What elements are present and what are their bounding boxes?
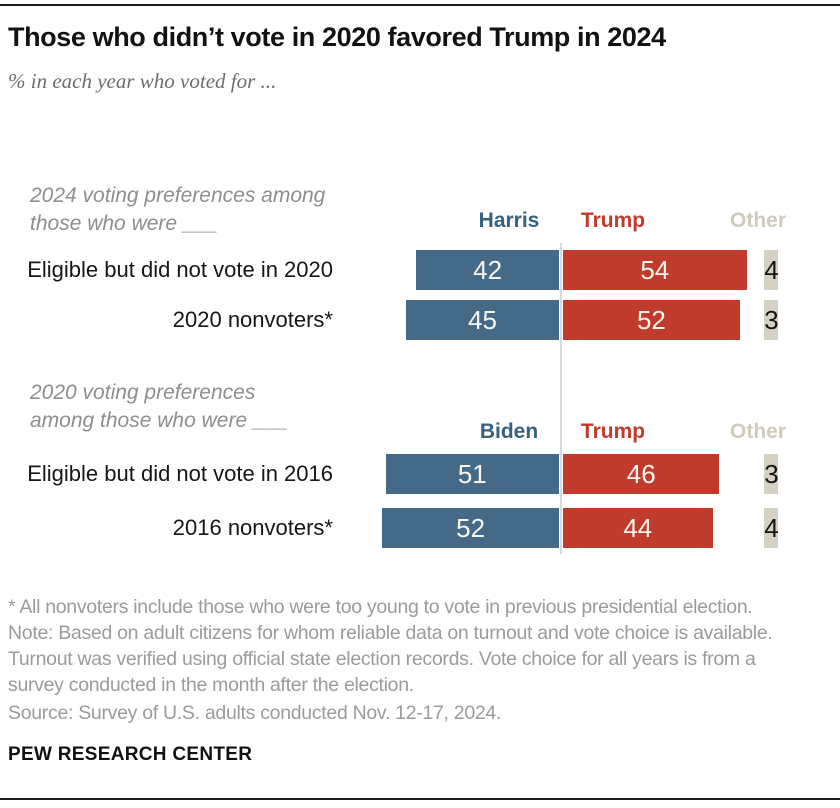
- other-chip: [764, 454, 778, 495]
- other-number: 4: [764, 513, 779, 544]
- chart-2020-header: 2020 voting preferences among those who …: [8, 379, 832, 454]
- bar-row-2020-nonvoters: 2020 nonvoters* 45 52 3: [8, 300, 832, 341]
- section-label-2024: 2024 voting preferences among those who …: [30, 184, 326, 236]
- biden-bar: 51: [385, 454, 559, 495]
- center-axis-line: [560, 243, 562, 555]
- footnote-line: Note: Based on adult citizens for whom r…: [8, 622, 773, 645]
- column-header-other-2020: Other: [729, 420, 787, 444]
- source-line: Source: Survey of U.S. adults conducted …: [8, 702, 502, 725]
- other-chip: [764, 300, 778, 341]
- column-headers-2020: Biden Trump Other: [358, 379, 832, 454]
- section-label-2020: 2020 voting preferences among those who …: [30, 381, 288, 433]
- plot-area: 52 44 4: [358, 508, 832, 549]
- trump-bar: 54: [563, 250, 747, 291]
- other-number: 4: [764, 255, 779, 286]
- plot-area: 51 46 3: [358, 454, 832, 495]
- column-header-harris: Harris: [478, 209, 540, 233]
- footnote-line: Turnout was verified using official stat…: [8, 648, 756, 671]
- bar-row-2016-nonvoters: 2016 nonvoters* 52 44 4: [8, 508, 832, 549]
- plot-area: 42 54 4: [358, 250, 832, 291]
- top-rule: [0, 4, 840, 6]
- other-value: 4: [757, 508, 786, 549]
- other-chip: [764, 250, 778, 291]
- column-header-other-2024: Other: [729, 209, 787, 233]
- column-headers-2024: Harris Trump Other: [358, 182, 832, 250]
- chart-subtitle: % in each year who voted for ...: [8, 69, 277, 94]
- row-label: 2016 nonvoters*: [172, 515, 333, 541]
- chart-2024-preferences: 2024 voting preferences among those who …: [8, 182, 832, 341]
- other-number: 3: [764, 459, 779, 490]
- pew-research-center-wordmark: PEW RESEARCH CENTER: [8, 744, 253, 766]
- row-label: Eligible but did not vote in 2016: [27, 461, 333, 487]
- bottom-rule: [0, 798, 840, 800]
- charts-area: 2024 voting preferences among those who …: [8, 182, 832, 555]
- chart-2020-preferences: 2020 voting preferences among those who …: [8, 379, 832, 549]
- footnote-line: survey conducted in the month after the …: [8, 674, 414, 697]
- chart-title: Those who didn’t vote in 2020 favored Tr…: [8, 22, 666, 52]
- other-value: 3: [757, 454, 786, 495]
- column-header-trump-2024: Trump: [580, 209, 646, 233]
- harris-bar: 45: [406, 300, 559, 341]
- trump-bar: 52: [563, 300, 740, 341]
- other-value: 3: [757, 300, 786, 341]
- footnote-line: * All nonvoters include those who were t…: [8, 596, 753, 619]
- bar-row-eligible-2016: Eligible but did not vote in 2016 51 46 …: [8, 454, 832, 495]
- other-number: 3: [764, 305, 779, 336]
- footnotes: * All nonvoters include those who were t…: [8, 594, 832, 726]
- trump-bar: 46: [563, 454, 720, 495]
- plot-area: 45 52 3: [358, 300, 832, 341]
- harris-bar: 42: [416, 250, 559, 291]
- bar-row-eligible-2020: Eligible but did not vote in 2020 42 54 …: [8, 250, 832, 291]
- biden-bar: 52: [382, 508, 559, 549]
- other-value: 4: [757, 250, 786, 291]
- column-header-trump-2020: Trump: [580, 420, 646, 444]
- trump-bar: 44: [563, 508, 713, 549]
- row-label: Eligible but did not vote in 2020: [27, 257, 333, 283]
- chart-2024-header: 2024 voting preferences among those who …: [8, 182, 832, 250]
- other-chip: [764, 508, 778, 549]
- row-label: 2020 nonvoters*: [172, 307, 333, 333]
- column-header-biden: Biden: [479, 420, 539, 444]
